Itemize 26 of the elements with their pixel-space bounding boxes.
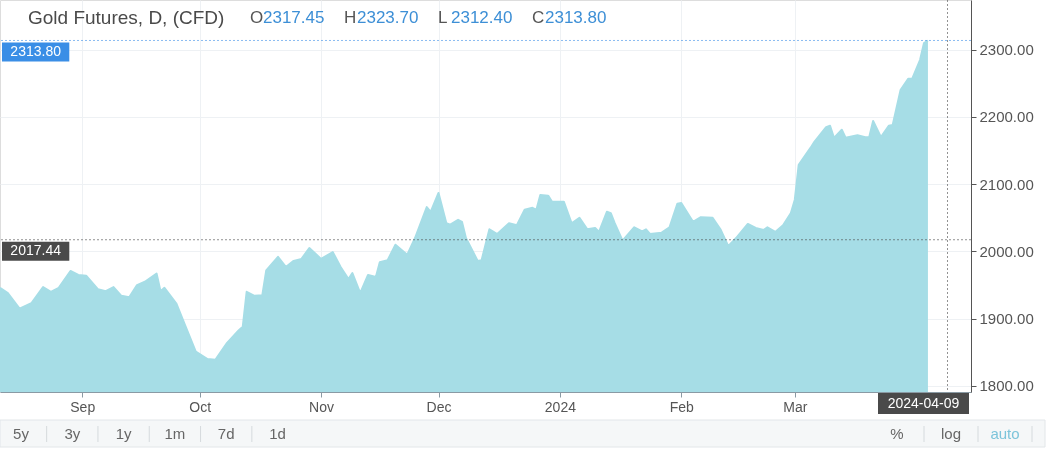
y-tick-label: 2100.00	[979, 175, 1034, 193]
text: 7d	[217, 425, 235, 442]
text: 1y	[115, 425, 133, 442]
ref-line-label: 2313.80	[10, 42, 62, 59]
y-tick-label: 1900.00	[979, 310, 1034, 328]
y-tick-label: 1800.00	[979, 377, 1034, 395]
text: 3y	[64, 425, 81, 442]
chart-title: Gold Futures, D, (CFD)	[28, 7, 225, 28]
y-tick-label: 2200.00	[979, 108, 1034, 126]
x-tick-label: Nov	[309, 398, 335, 415]
x-tick-label: Feb	[669, 398, 695, 415]
x-tick-label: 2024	[544, 398, 577, 415]
text: 5y	[13, 425, 30, 442]
text: log	[940, 425, 962, 442]
ref-line-label: 2024-04-09	[887, 395, 960, 411]
x-tick-label: Mar	[783, 398, 808, 415]
text: 1d	[269, 425, 286, 442]
text: %	[890, 425, 904, 442]
y-tick-label: 2300.00	[979, 41, 1034, 59]
y-tick-label: 2000.00	[979, 242, 1034, 260]
x-tick-label: Oct	[189, 398, 212, 415]
ref-line-label: 2017.44	[10, 242, 62, 259]
x-tick-label: Sep	[70, 398, 96, 415]
text: 1m	[164, 425, 186, 442]
x-tick-label: Dec	[426, 398, 452, 415]
text: auto	[990, 425, 1020, 442]
